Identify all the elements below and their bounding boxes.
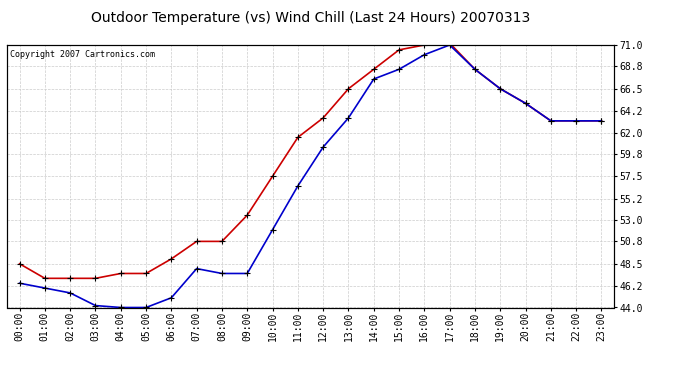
Text: Copyright 2007 Cartronics.com: Copyright 2007 Cartronics.com [10,50,155,59]
Text: Outdoor Temperature (vs) Wind Chill (Last 24 Hours) 20070313: Outdoor Temperature (vs) Wind Chill (Las… [91,11,530,25]
